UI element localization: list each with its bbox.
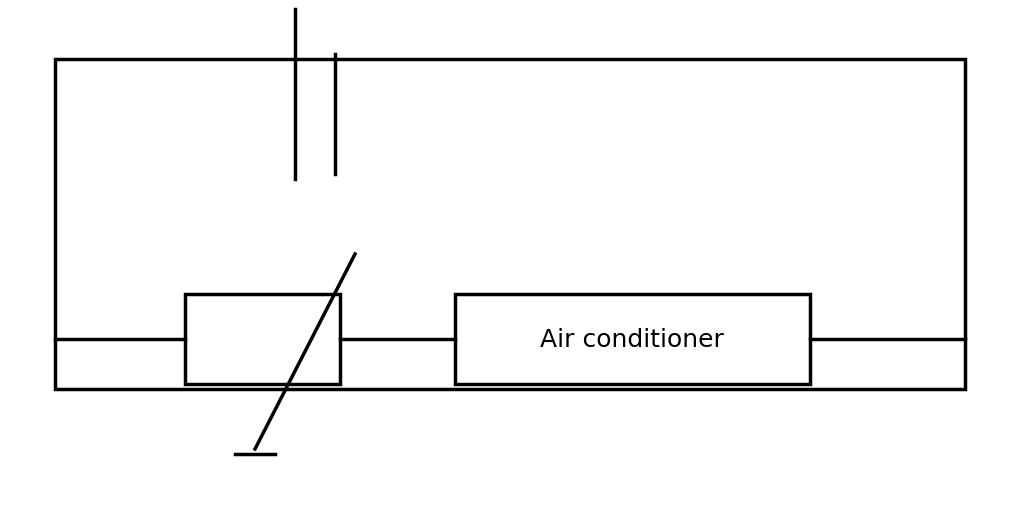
- Text: Air conditioner: Air conditioner: [540, 327, 724, 351]
- Bar: [455, 294, 810, 384]
- Bar: [185, 294, 340, 384]
- Bar: [55, 60, 965, 389]
